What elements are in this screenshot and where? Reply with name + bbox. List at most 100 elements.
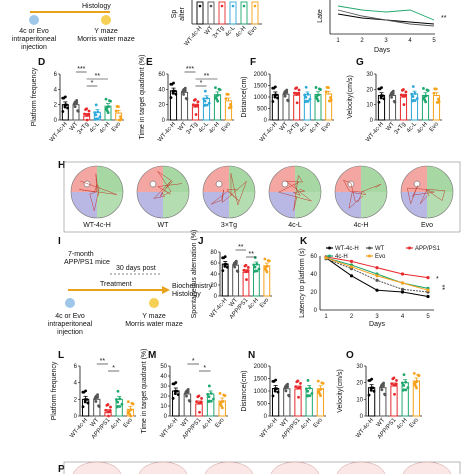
x-tick-label: Evo — [111, 121, 123, 133]
data-point — [415, 97, 419, 100]
x-tick-label: WT-4c-H — [355, 417, 375, 439]
data-point — [75, 101, 79, 105]
y-tick-label: 0 — [360, 414, 364, 420]
top-c-tick: 1 — [336, 38, 340, 44]
data-point — [275, 387, 279, 391]
y-tick-label: 1000 — [254, 389, 268, 395]
arena-panel-border — [63, 161, 461, 233]
x-tick-label: 4c-H — [110, 417, 123, 431]
data-point — [116, 389, 120, 393]
y-tick-label: 40 — [210, 272, 217, 278]
data-point — [62, 96, 66, 100]
arena-quadrant-green-2 — [229, 192, 255, 218]
series-point — [400, 281, 405, 285]
top-c-lines — [337, 5, 435, 27]
data-point — [316, 379, 320, 383]
data-point — [105, 109, 109, 113]
series-point — [349, 274, 354, 278]
data-point — [94, 117, 98, 121]
swim-path — [210, 173, 247, 206]
data-point — [436, 97, 440, 101]
series-point — [375, 288, 379, 292]
top-injection-l2: intraperitoneal — [12, 36, 57, 43]
x-tick-label: Evo — [409, 417, 421, 429]
top-b-bar — [251, 1, 259, 25]
x-tick-label: WT-4c-H — [209, 297, 229, 319]
bottom-P — [63, 461, 461, 474]
data-point — [424, 94, 428, 98]
panel-label-I: I — [58, 236, 61, 247]
data-point — [296, 386, 300, 390]
x-tick-label: WT — [280, 417, 291, 428]
data-point — [116, 405, 120, 408]
data-point — [234, 262, 238, 265]
bottom-arena-top — [337, 461, 385, 474]
y-tick-label: 500 — [257, 402, 268, 408]
i-injection-l1: 4c or Evo — [55, 313, 85, 320]
data-point — [381, 94, 385, 98]
data-point — [320, 381, 324, 385]
data-point — [217, 87, 221, 91]
arena: Evo — [400, 165, 454, 229]
data-point — [194, 113, 198, 116]
arena-label: WT-4c-H — [83, 222, 111, 229]
y-tick-label: 0 — [370, 118, 374, 124]
arena-quadrant-red — [401, 166, 427, 192]
data-point — [263, 257, 267, 261]
i-maze: Y maze — [142, 313, 166, 320]
top-c-xlabel: Days — [374, 47, 390, 54]
data-point — [107, 105, 111, 109]
data-point — [183, 86, 187, 90]
data-point — [284, 385, 287, 389]
data-point — [108, 409, 112, 412]
data-point — [194, 104, 197, 108]
x-tick-label: 4c-H — [208, 121, 221, 135]
data-point — [293, 91, 296, 95]
data-point — [315, 97, 319, 101]
data-point — [75, 98, 79, 102]
arena-quadrant-green — [229, 166, 255, 192]
data-point — [325, 85, 329, 89]
top-b-label: 4c-H — [235, 25, 248, 39]
x-tick-label: Evo — [123, 417, 135, 429]
data-point — [395, 379, 398, 382]
panel-label-P: P — [58, 464, 65, 474]
data-point — [84, 108, 87, 111]
y-axis-label: Time in target quadrant (%) — [141, 349, 148, 434]
arena-quadrant-green — [427, 166, 453, 192]
data-point — [221, 269, 225, 273]
y-axis-label: Platform frequency — [31, 67, 38, 126]
data-point — [244, 270, 248, 274]
data-point — [185, 394, 188, 398]
series-point — [349, 259, 354, 263]
data-point — [402, 384, 406, 387]
data-point — [318, 392, 321, 395]
y-axis-label: Distance(cm) — [241, 370, 248, 411]
data-point — [410, 92, 414, 96]
data-point — [246, 269, 250, 272]
y-tick-label: 40 — [160, 374, 167, 380]
chart-K: Latency to platform (s) 0 20 40 60 1 2 3 4 5 Days W… — [299, 246, 445, 328]
data-point — [306, 92, 310, 96]
data-point — [212, 397, 215, 401]
panel-label-K: K — [300, 236, 308, 247]
data-point — [423, 98, 427, 102]
bottom-arena-top — [73, 461, 121, 474]
panel-label-H: H — [58, 160, 65, 171]
data-point — [175, 389, 179, 393]
arena: 4c-L — [268, 165, 322, 229]
panel-label-J: J — [198, 236, 204, 247]
data-point — [368, 379, 372, 382]
x-tick-label: WT — [376, 417, 387, 428]
x-tick-label: WT-4c-H — [69, 417, 89, 439]
data-point — [298, 385, 302, 389]
y-tick-label: 20 — [210, 283, 217, 289]
data-point — [266, 259, 270, 262]
y-tick-label: 0 — [162, 118, 166, 124]
data-point — [294, 87, 297, 90]
top-b-point — [231, 4, 235, 8]
y-tick-label: 60 — [310, 254, 317, 260]
top-mwm: Morris water maze — [77, 36, 135, 43]
